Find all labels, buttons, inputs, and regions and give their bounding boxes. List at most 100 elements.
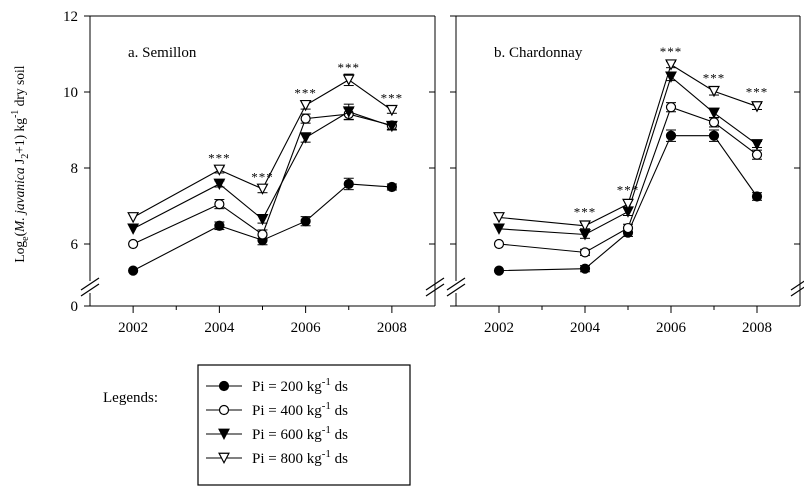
y-axis-title-two: 2 [20,154,31,159]
data-point [299,132,312,144]
data-point [751,149,763,160]
data-point [127,223,140,235]
data-point [128,265,139,276]
series-4 [127,73,398,224]
significance-annotation: *** [746,85,769,100]
series-line [498,135,758,272]
legend-entry: Pi = 200 kg-1 ds [206,376,348,395]
x-tick-label: 2004 [204,320,235,336]
data-point [579,263,591,274]
data-point [708,85,720,98]
x-tick-label: 2002 [484,320,514,336]
data-point [342,74,355,86]
panel-b: 2002 2004 2006 2008 b. Chardonnay *** *** *** **… [446,15,804,336]
axis-break-marks [446,277,804,297]
y-tick-label: 0 [71,299,79,315]
x-tick-label: 2006 [656,320,687,336]
legend-marker [218,404,230,416]
axis-break-slash [80,283,100,297]
axis-break-slash [425,283,445,297]
legend-entry: Pi = 800 kg-1 ds [206,448,348,467]
x-tick-label: 2006 [291,320,322,336]
significance-annotation: *** [251,169,274,184]
data-point [751,191,763,202]
data-point [493,238,505,250]
data-point [214,220,225,231]
series-3 [493,71,763,241]
legend-marker [218,380,230,392]
legend-heading: Legends: [103,390,158,406]
y-tick-label: 6 [71,237,79,253]
x-tick-label: 2004 [570,320,601,336]
series-4 [493,59,763,232]
significance-annotation: *** [208,150,231,165]
data-point [751,139,763,151]
data-point [493,265,505,276]
y-axis-title-base: e [20,236,31,241]
series-line [132,113,393,245]
x-tick-label: 2008 [377,320,407,336]
series-line [498,63,758,227]
data-point [622,222,634,234]
x-tick-label: 2008 [742,320,772,336]
legend-label: Pi = 800 kg-1 ds [252,448,348,467]
series-1 [128,177,397,276]
y-axis-title-species: M. javanica [12,167,27,233]
data-point [665,102,677,113]
y-axis-title-j: J [12,159,27,168]
data-point [665,130,677,141]
data-point [257,229,268,240]
y-axis-title-minus1: -1 [10,110,21,118]
data-point [665,59,677,71]
legend-label: Pi = 400 kg-1 ds [252,400,348,419]
significance-annotation: *** [617,183,640,198]
data-point [256,213,269,226]
data-point [213,178,226,190]
panel-title: b. Chardonnay [494,45,583,61]
significance-annotation: *** [381,91,404,106]
axis-break-slash [446,283,466,297]
y-tick-label: 12 [63,9,78,25]
data-point [751,101,763,113]
significance-annotation: *** [660,44,683,59]
series-2 [493,102,763,258]
data-point [708,107,720,119]
y-axis-title: Loge(M. javanica J2+1) kg-1 dry soil [10,65,31,262]
data-point [579,220,591,232]
data-point [256,183,269,195]
data-point [708,130,720,141]
svg-text:Loge(M. javanica J2+1) kg-1 dr: Loge(M. javanica J2+1) kg-1 dry soil [10,65,31,262]
data-point [343,178,354,190]
significance-annotation: *** [703,71,726,86]
significance-annotation: *** [294,86,317,101]
y-tick-label: 8 [71,161,79,177]
legend-marker [218,428,230,441]
legend: Legends: Pi = 200 kg-1 ds Pi = 400 kg-1 ds… [103,364,411,486]
y-axis-title-open: ( [12,231,27,236]
legend-entry: Pi = 600 kg-1 ds [206,424,348,443]
data-point [127,212,140,224]
axis-break-slash [790,286,804,297]
y-axis-title-rest: +1) kg [12,118,27,154]
series-3 [127,103,398,235]
data-point [493,223,505,235]
series-line [498,75,758,236]
axis-break-slash [425,277,445,291]
axis-break-slash [790,280,804,291]
significance-annotation: *** [338,60,361,75]
data-point [579,247,591,258]
legend-entry: Pi = 400 kg-1 ds [206,400,348,419]
significance-annotation: *** [574,205,597,220]
panels: 0 6 8 10 12 2002 2004 2006 2008 a. Semillon *** ***… [63,9,804,336]
axis-break-slash [80,277,100,291]
data-point [128,238,139,250]
data-point [622,198,634,211]
series-line [132,183,392,272]
data-point [708,117,720,128]
data-point [213,164,226,176]
legend-marker [218,452,230,465]
legend-label: Pi = 600 kg-1 ds [252,424,348,443]
y-axis-title-tail: dry soil [12,65,27,110]
data-point [300,216,311,227]
data-point [493,212,505,224]
